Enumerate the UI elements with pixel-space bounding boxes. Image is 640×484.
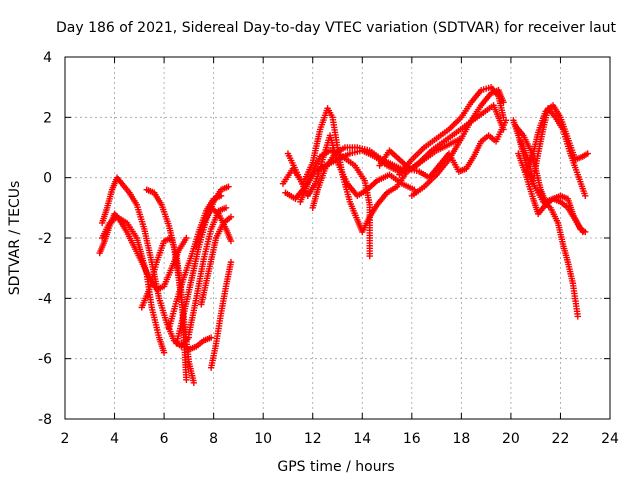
y-tick-label: -2 [38,231,52,247]
x-tick-label: 2 [61,431,70,447]
y-tick-label: -8 [38,412,52,428]
data-point-plus [584,150,591,157]
data-point-plus [227,258,235,266]
data-point-plus [225,183,232,190]
data-point-plus [502,117,510,124]
x-tick-label: 20 [502,431,520,447]
x-tick-label: 6 [160,431,169,447]
y-tick-label: -4 [38,291,52,307]
data-point-plus [582,192,589,199]
x-tick-label: 14 [353,431,371,447]
x-tick-label: 4 [110,431,119,447]
x-tick-label: 10 [254,431,272,447]
data-point-plus [500,99,507,106]
y-tick-label: 4 [43,50,52,66]
plot-frame [64,56,611,420]
y-tick-label: -6 [38,352,52,368]
x-tick-label: 16 [403,431,421,447]
data-point-plus [190,379,198,386]
x-axis-label: GPS time / hours [277,459,394,475]
x-tick-label: 24 [601,431,619,447]
data-point-plus [366,252,373,260]
x-tick-label: 22 [552,431,570,447]
data-point-plus [183,376,190,383]
x-tick-label: 8 [209,431,218,447]
data-point-plus [227,237,235,245]
data-point-plus [207,334,215,341]
data-point-plus [183,234,190,242]
data-points [96,83,591,386]
data-point-plus [227,213,235,221]
y-tick-label: 0 [43,171,52,187]
y-tick-label: 2 [43,110,52,126]
x-tick-label: 12 [304,431,322,447]
data-point-plus [574,313,581,320]
grid-lines [65,57,610,419]
data-point-plus [160,349,168,356]
chart-title: Day 186 of 2021, Sidereal Day-to-day VTE… [56,20,617,36]
data-point-plus [579,228,586,236]
y-axis-label: SDTVAR / TECUs [7,181,23,296]
data-point-plus [222,204,230,212]
x-tick-label: 18 [452,431,470,447]
